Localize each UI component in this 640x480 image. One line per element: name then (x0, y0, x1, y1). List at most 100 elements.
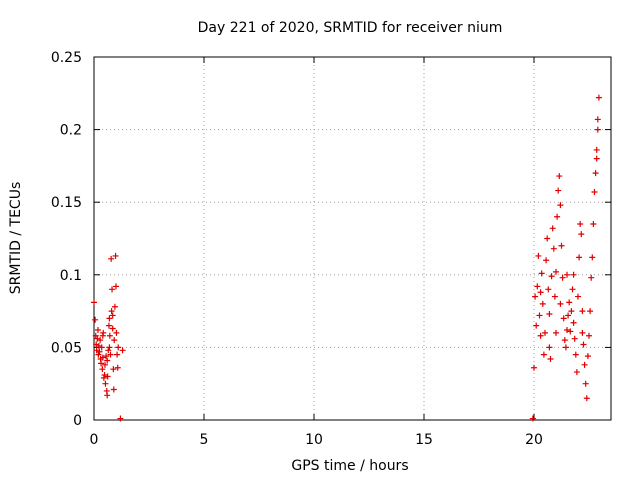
data-point (531, 364, 537, 371)
data-point (586, 332, 592, 339)
data-point (106, 315, 113, 322)
data-points (91, 94, 602, 422)
data-point (571, 335, 578, 342)
chart-title: Day 221 of 2020, SRMTID for receiver niu… (198, 20, 503, 36)
data-point (529, 415, 536, 422)
data-point (575, 293, 581, 300)
data-point (561, 337, 568, 344)
data-point (594, 126, 601, 133)
data-point (106, 344, 113, 351)
data-point (581, 361, 588, 368)
data-point (99, 354, 106, 361)
data-point (104, 373, 111, 380)
data-point (554, 213, 561, 220)
data-point (548, 273, 555, 280)
data-point (100, 374, 107, 381)
data-point (539, 300, 546, 307)
data-point (566, 299, 573, 306)
x-tick-label: 15 (415, 432, 433, 448)
data-point (546, 311, 553, 318)
data-point (99, 366, 106, 373)
data-point (568, 308, 575, 315)
data-point (109, 325, 116, 332)
data-point (579, 308, 586, 315)
y-tick-label: 0.25 (51, 50, 82, 66)
data-point (532, 293, 539, 300)
data-point (99, 332, 106, 339)
data-point (582, 380, 589, 387)
data-point (113, 283, 119, 290)
data-point (110, 386, 117, 393)
data-point (594, 116, 601, 123)
data-point (103, 353, 110, 360)
data-point (110, 366, 117, 373)
grid (94, 57, 611, 420)
data-point (556, 173, 563, 180)
data-point (114, 364, 121, 371)
data-point (537, 289, 544, 296)
data-point (97, 337, 104, 344)
data-point (107, 351, 114, 358)
data-point (550, 245, 557, 252)
data-point (577, 220, 584, 227)
data-point (542, 329, 548, 336)
data-point (567, 328, 574, 335)
data-point (580, 341, 587, 348)
data-point (587, 308, 594, 315)
data-point (538, 270, 545, 277)
data-point (95, 351, 102, 358)
data-point (564, 326, 570, 333)
data-point (536, 312, 543, 319)
data-point (534, 283, 541, 290)
data-point (557, 202, 564, 209)
data-point (108, 308, 115, 315)
data-point (551, 293, 558, 300)
data-point (101, 371, 108, 378)
data-point (559, 274, 566, 281)
data-point (91, 299, 97, 306)
y-tick-label: 0 (73, 413, 82, 429)
axis-ticks: 0 5 10 15 20 0 0.05 0.1 0.15 0.2 0.25 (51, 50, 611, 448)
data-point (572, 351, 579, 358)
data-point (94, 326, 101, 333)
y-tick-label: 0.15 (51, 195, 82, 211)
data-point (109, 312, 116, 319)
data-point (535, 252, 542, 259)
data-point (578, 231, 585, 238)
data-point (593, 146, 600, 153)
data-point (557, 300, 564, 307)
data-point (545, 286, 552, 293)
data-point (98, 360, 105, 367)
data-point (546, 344, 553, 351)
data-point (105, 347, 112, 354)
data-point (533, 322, 540, 329)
y-tick-label: 0.05 (51, 340, 82, 356)
plot-frame (93, 56, 612, 421)
data-point (593, 155, 600, 162)
data-point (591, 189, 598, 196)
data-point (117, 415, 124, 422)
data-point (547, 356, 554, 363)
x-tick-label: 0 (90, 432, 99, 448)
data-point (576, 254, 583, 261)
data-point (543, 257, 550, 264)
data-point (111, 337, 118, 344)
data-point (590, 220, 597, 227)
data-point (584, 353, 591, 360)
x-tick-label: 10 (305, 432, 323, 448)
data-point (98, 344, 105, 351)
x-tick-label: 20 (525, 432, 543, 448)
data-point (104, 357, 111, 364)
y-tick-label: 0.2 (60, 123, 82, 139)
data-point (562, 344, 569, 351)
x-tick-label: 5 (200, 432, 209, 448)
data-point (569, 286, 576, 293)
y-axis-label: SRMTID / TECUs (8, 182, 24, 295)
data-point (570, 271, 577, 278)
data-point (595, 94, 602, 101)
data-point (102, 361, 108, 368)
data-point (119, 347, 126, 354)
data-point (111, 303, 118, 310)
data-point (108, 255, 115, 262)
